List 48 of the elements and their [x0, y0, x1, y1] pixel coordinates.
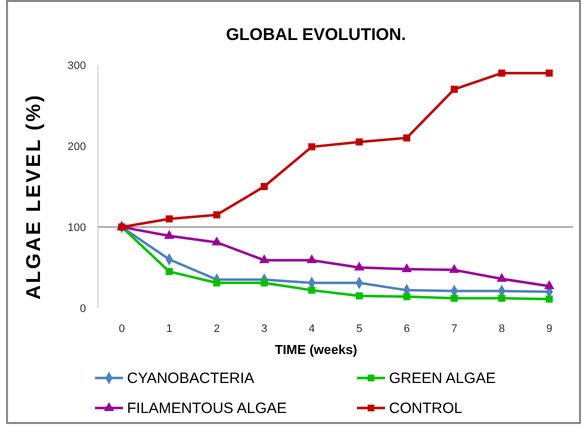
legend-label: FILAMENTOUS ALGAE — [127, 400, 287, 417]
legend-label: GREEN ALGAE — [389, 370, 496, 387]
x-tick-label: 2 — [214, 323, 220, 335]
point — [356, 138, 363, 146]
y-tick-label: 200 — [68, 141, 86, 153]
point — [260, 279, 268, 286]
point — [354, 262, 364, 270]
point — [306, 254, 317, 264]
chart-title: GLOBAL EVOLUTION. — [226, 25, 406, 44]
point — [402, 263, 412, 272]
legend-label: CYANOBACTERIA — [127, 370, 254, 387]
x-tick-label: 3 — [261, 323, 268, 335]
x-tick-label: 5 — [356, 323, 362, 335]
x-tick-label: 4 — [308, 323, 315, 335]
y-axis-title: ALGAE LEVEL (%) — [23, 93, 45, 300]
point — [449, 264, 460, 273]
point — [166, 268, 173, 276]
point — [213, 279, 220, 286]
x-tick-label: 8 — [498, 323, 505, 335]
point — [403, 134, 410, 142]
x-tick-label: 0 — [118, 323, 125, 335]
point — [498, 70, 506, 77]
x-axis-title: TIME (weeks) — [274, 342, 358, 357]
x-tick-label: 7 — [451, 323, 458, 335]
point — [496, 272, 507, 282]
point — [259, 254, 270, 264]
point — [450, 86, 458, 93]
x-tick-label: 6 — [404, 323, 410, 335]
point — [546, 296, 553, 303]
y-tick-label: 0 — [80, 303, 86, 315]
point — [260, 182, 268, 190]
point — [213, 211, 220, 218]
point — [164, 230, 174, 239]
point — [450, 294, 458, 302]
point — [356, 292, 363, 300]
point — [308, 143, 316, 150]
point — [403, 293, 410, 300]
y-tick-label: 300 — [68, 60, 86, 72]
point — [308, 286, 316, 294]
legend-label: CONTROL — [389, 400, 462, 417]
x-tick-label: 9 — [546, 323, 552, 335]
point — [166, 215, 173, 222]
point — [498, 294, 506, 302]
x-tick-label: 1 — [166, 323, 172, 335]
y-tick-label: 100 — [68, 222, 86, 234]
point — [544, 280, 554, 290]
point — [546, 70, 553, 77]
point — [212, 236, 222, 246]
